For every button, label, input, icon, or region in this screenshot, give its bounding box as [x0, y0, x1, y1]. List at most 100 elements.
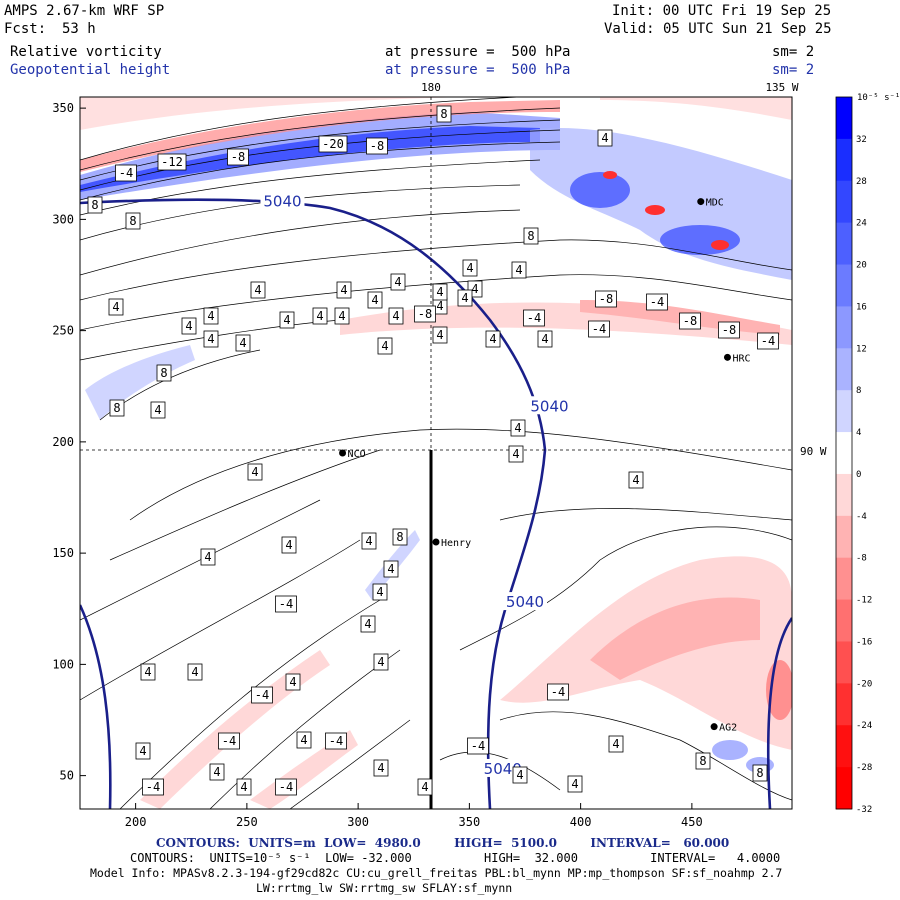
station-label: NCO	[348, 449, 366, 460]
colorbar-label: -20	[856, 679, 872, 689]
vorticity-label: 4	[514, 421, 521, 435]
vorticity-label-box	[547, 683, 569, 701]
vorticity-label-box	[757, 332, 779, 350]
vorticity-label-box	[588, 320, 610, 338]
colorbar-label: 32	[856, 135, 867, 145]
model-title: AMPS 2.67-km WRF SP	[4, 3, 165, 19]
vorticity-label-box	[372, 583, 388, 601]
station-dot	[697, 198, 705, 206]
parallel-90w-label: 90 W	[800, 445, 827, 458]
colorbar-segment	[836, 432, 852, 475]
vorticity-label-box	[523, 309, 545, 327]
vorticity-label-box	[508, 445, 524, 463]
forecast-hour: 53 h	[62, 21, 96, 37]
vorticity-label: 8	[440, 107, 447, 121]
vorticity-label-box	[510, 419, 526, 437]
vorticity-label: -4	[650, 295, 664, 309]
colorbar-frame	[835, 96, 853, 810]
colorbar-segment	[836, 390, 852, 433]
colorbar-label: -8	[856, 554, 867, 564]
vorticity-label: 4	[251, 465, 258, 479]
vorticity-label-box	[414, 305, 436, 323]
y-tick-label: 100	[52, 657, 74, 671]
y-tick-label: 350	[52, 101, 74, 115]
colorbar-unit: 10⁻⁵ s⁻¹	[857, 93, 900, 103]
y-tick-label: 50	[60, 769, 74, 783]
vorticity-label: -4	[222, 734, 236, 748]
height-contour-labels: 5040 5040 5040 5040	[260, 191, 572, 778]
vorticity-label-box	[312, 307, 328, 325]
vorticity-label-box	[595, 290, 617, 308]
vorticity-label-box	[142, 778, 164, 796]
vorticity-label-box	[227, 148, 249, 166]
vorticity-label: 4	[377, 655, 384, 669]
vorticity-label: 8	[129, 214, 136, 228]
vorticity-label-box	[279, 311, 295, 329]
vorticity-label-box	[695, 752, 711, 770]
colorbar-label: 0	[856, 470, 861, 480]
vorticity-label: 4	[436, 299, 443, 313]
vorticity-label-box	[156, 364, 172, 382]
vorticity-label-box	[436, 105, 452, 123]
vorticity-label-box	[512, 766, 528, 784]
vorticity-label: 8	[396, 530, 403, 544]
vorticity-label-box	[467, 737, 489, 755]
colorbar-label: 20	[856, 261, 867, 271]
vorticity-label: 4	[340, 283, 347, 297]
colorbar-segment	[836, 222, 852, 266]
vorticity-label: 4	[377, 761, 384, 775]
vorticity-label: 4	[394, 275, 401, 289]
height-label: 5040	[263, 193, 301, 211]
vorticity-label: -8	[683, 314, 697, 328]
vorticity-label-box	[432, 283, 448, 301]
x-tick-label: 300	[347, 815, 369, 829]
station-dot	[723, 353, 731, 361]
vorticity-label-box	[251, 686, 273, 704]
vorticity-label: 4	[254, 283, 261, 297]
vorticity-label-box	[388, 307, 404, 325]
station-dot	[339, 449, 347, 457]
vorticity-label: -12	[161, 155, 183, 169]
vorticity-label: 4	[436, 285, 443, 299]
vorticity-label-box	[597, 129, 613, 147]
vorticity-label-box	[360, 615, 376, 633]
colorbar-label: 4	[856, 428, 861, 438]
vorticity-label-box	[318, 135, 348, 153]
vorticity-label-box	[417, 778, 433, 796]
y-tick-label: 150	[52, 546, 74, 560]
vorticity-label-box	[361, 532, 377, 550]
vorticity-label-box	[203, 307, 219, 325]
vorticity-label: 4	[139, 744, 146, 758]
height-label: 5040	[484, 760, 522, 778]
vorticity-label-box	[457, 289, 473, 307]
vorticity-label: 4	[471, 282, 478, 296]
colorbar-segment	[836, 725, 852, 768]
field2-smoothing: sm= 2	[772, 62, 815, 78]
station-label: AG2	[719, 723, 737, 734]
vorticity-label: 4	[191, 665, 198, 679]
colorbar-segment	[836, 557, 852, 601]
vorticity-label-box	[200, 548, 216, 566]
vorticity-label: 4	[144, 665, 151, 679]
vorticity-label-box	[109, 399, 125, 417]
vorticity-label: 4	[300, 733, 307, 747]
vorticity-label: 4	[213, 765, 220, 779]
vorticity-label: -4	[551, 685, 565, 699]
station-dot	[710, 723, 718, 731]
vorticity-label-box	[275, 595, 297, 613]
vorticity-label: 4	[338, 309, 345, 323]
colorbar-label: -12	[856, 596, 872, 606]
vorticity-label-box	[108, 298, 124, 316]
vorticity-label: 4	[632, 473, 639, 487]
vorticity-label: -20	[322, 137, 344, 151]
vorticity-label-box	[115, 164, 137, 182]
vorticity-label: -4	[592, 322, 606, 336]
vorticity-label-box	[752, 764, 768, 782]
vorticity-label-box	[537, 330, 553, 348]
colorbar-segment	[836, 348, 852, 391]
meridian-135w-label: 135 W	[765, 81, 798, 94]
vorticity-label: 8	[756, 766, 763, 780]
vorticity-label-box	[125, 212, 141, 230]
vorticity-label: 4	[207, 332, 214, 346]
